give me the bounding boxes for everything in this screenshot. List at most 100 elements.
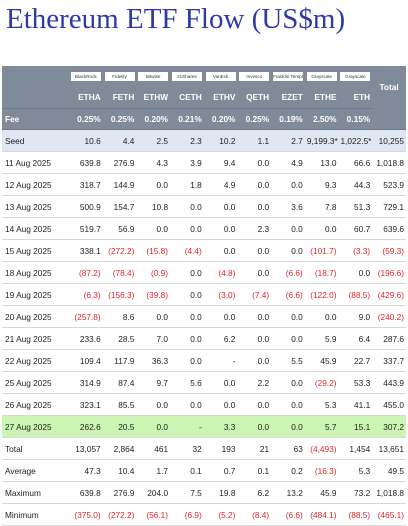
flow-cell: 233.6 xyxy=(69,327,103,350)
flow-cell: 41.1 xyxy=(338,393,373,416)
flow-cell: (29.2) xyxy=(304,371,339,394)
flow-cell: (15.8) xyxy=(136,239,171,262)
row-label: 13 Aug 2025 xyxy=(2,195,69,218)
ticker-ethw: ETHW xyxy=(136,86,171,109)
flow-cell: 53.3 xyxy=(338,371,373,394)
flow-cell: 1.8 xyxy=(170,173,204,196)
flow-cell: 0.0 xyxy=(237,151,272,174)
flow-cell: 276.9 xyxy=(102,481,137,504)
row-label: 27 Aug 2025 xyxy=(2,415,69,438)
flow-cell: 4.9 xyxy=(203,173,238,196)
flow-cell: 4.9 xyxy=(271,151,305,174)
table-row: 19 Aug 2025 (6.3) (156.3) (39.8) 0.0 (3.0) (7.… xyxy=(2,283,406,306)
ticker-row: ETHA FETH ETHW CETH ETHV QETH EZET ETHE ETH xyxy=(2,86,406,109)
flow-cell: 7.8 xyxy=(304,195,339,218)
flow-cell: 314.9 xyxy=(69,371,103,394)
flow-cell: 13.0 xyxy=(304,151,339,174)
flow-cell: 8.6 xyxy=(102,305,137,328)
table-row: 22 Aug 2025 109.4 117.9 36.3 0.0-0.0 5.5 45.9 2… xyxy=(2,349,406,372)
issuer-logo-qeth: Invesco xyxy=(239,72,270,82)
flow-cell: 4.3 xyxy=(136,151,171,174)
flow-cell: 0.0 xyxy=(237,305,272,328)
flow-cell: 5.3 xyxy=(304,393,339,416)
flow-cell: 10.2 xyxy=(203,129,238,152)
flow-cell: 0.0 xyxy=(203,217,238,240)
flow-cell: 0.0 xyxy=(170,393,204,416)
flow-cell: 9.0 xyxy=(338,305,373,328)
total-cell: 729.1 xyxy=(372,195,406,218)
ticker-etha: ETHA xyxy=(69,86,103,109)
flow-cell: 0.0 xyxy=(170,217,204,240)
flow-cell: 2.3 xyxy=(237,217,272,240)
ticker-ethe: ETHE xyxy=(304,86,339,109)
flow-cell: 5.5 xyxy=(271,349,305,372)
issuer-logo-row: BlackRock Fidelity Bitwise 21Shares VanEck In… xyxy=(2,66,406,109)
flow-cell: (56.1) xyxy=(136,503,171,526)
row-label: 26 Aug 2025 xyxy=(2,393,69,416)
ticker-qeth: QETH xyxy=(237,86,272,109)
flow-cell: 63 xyxy=(271,437,305,460)
total-header: Total xyxy=(372,66,406,109)
table-row: 18 Aug 2025 (87.2) (78.4) (0.9) 0.0 (4.8) 0.0(… xyxy=(2,261,406,284)
flow-cell: (18.7) xyxy=(304,261,339,284)
table-row: 15 Aug 2025 338.1 (272.2) (15.8) (4.4) 0.0 0.0… xyxy=(2,239,406,262)
flow-cell: 318.7 xyxy=(69,173,103,196)
total-cell: 287.6 xyxy=(372,327,406,350)
flow-cell: 338.1 xyxy=(69,239,103,262)
flow-cell: 28.5 xyxy=(102,327,137,350)
table-row: 13 Aug 2025 500.9 154.7 10.8 0.0 0.0 0.0 3.6 7.8… xyxy=(2,195,406,218)
total-cell: (59.3) xyxy=(372,239,406,262)
issuer-logo-etha: BlackRock xyxy=(70,72,101,82)
table-row: 27 Aug 2025 262.6 20.5 0.0-3.3 0.0 0.0 5.7 15.1… xyxy=(2,415,406,438)
fee-cell: 0.20% xyxy=(136,108,171,130)
flow-cell: 193 xyxy=(203,437,238,460)
flow-cell: (39.8) xyxy=(136,283,171,306)
fee-total-cell xyxy=(372,108,406,130)
total-cell: 13,651 xyxy=(372,437,406,460)
summary-row: Maximum 639.8 276.9 204.0 7.5 19.8 6.2 13.2 45.9… xyxy=(2,481,406,504)
flow-cell: 262.6 xyxy=(69,415,103,438)
flow-cell: (7.4) xyxy=(237,283,272,306)
flow-cell: 2.5 xyxy=(136,129,171,152)
flow-cell: 36.3 xyxy=(136,349,171,372)
ticker-ceth: CETH xyxy=(170,86,204,109)
issuer-logo-ezet: Franklin Templeton xyxy=(272,72,303,82)
flow-cell: (6.3) xyxy=(69,283,103,306)
fee-label: Fee xyxy=(2,108,69,130)
issuer-logo-cell: Franklin Templeton xyxy=(271,66,305,86)
row-label: Seed xyxy=(2,129,69,152)
total-cell: 1,018.8 xyxy=(372,151,406,174)
flow-cell: (4.8) xyxy=(203,261,238,284)
flow-cell: 0.0 xyxy=(170,349,204,372)
flow-cell: - xyxy=(203,349,238,372)
table-row: 11 Aug 2025 639.8 276.9 4.3 3.9 9.4 0.0 4.9 13.0… xyxy=(2,151,406,174)
flow-cell: 0.0 xyxy=(271,305,305,328)
fee-cell: 0.19% xyxy=(271,108,305,130)
flow-cell: 85.5 xyxy=(102,393,137,416)
etf-flow-table: BlackRock Fidelity Bitwise 21Shares VanEck In… xyxy=(2,66,406,526)
flow-cell: 0.0 xyxy=(237,415,272,438)
row-label: 19 Aug 2025 xyxy=(2,283,69,306)
flow-cell: 4.4 xyxy=(102,129,137,152)
flow-cell: 0.0 xyxy=(136,217,171,240)
flow-cell: 276.9 xyxy=(102,151,137,174)
flow-cell: 73.2 xyxy=(338,481,373,504)
flow-cell: 117.9 xyxy=(102,349,137,372)
row-label: Minimum xyxy=(2,503,69,526)
flow-cell: (257.8) xyxy=(69,305,103,328)
issuer-logo-cell: Grayscale xyxy=(338,66,373,86)
issuer-logo-ceth: 21Shares xyxy=(171,72,202,82)
flow-cell: 3.6 xyxy=(271,195,305,218)
flow-cell: (484.1) xyxy=(304,503,339,526)
flow-cell: 20.5 xyxy=(102,415,137,438)
flow-cell: 0.0 xyxy=(338,261,373,284)
total-cell: (196.6) xyxy=(372,261,406,284)
flow-cell: (122.0) xyxy=(304,283,339,306)
flow-cell: 10.6 xyxy=(69,129,103,152)
flow-cell: 9.3 xyxy=(304,173,339,196)
flow-cell: 0.0 xyxy=(271,415,305,438)
flow-cell: 500.9 xyxy=(69,195,103,218)
flow-cell: (6.6) xyxy=(271,283,305,306)
total-cell: (429.6) xyxy=(372,283,406,306)
fee-row: Fee 0.25% 0.25% 0.20% 0.21% 0.20% 0.25% 0.19% 2.… xyxy=(2,108,406,130)
